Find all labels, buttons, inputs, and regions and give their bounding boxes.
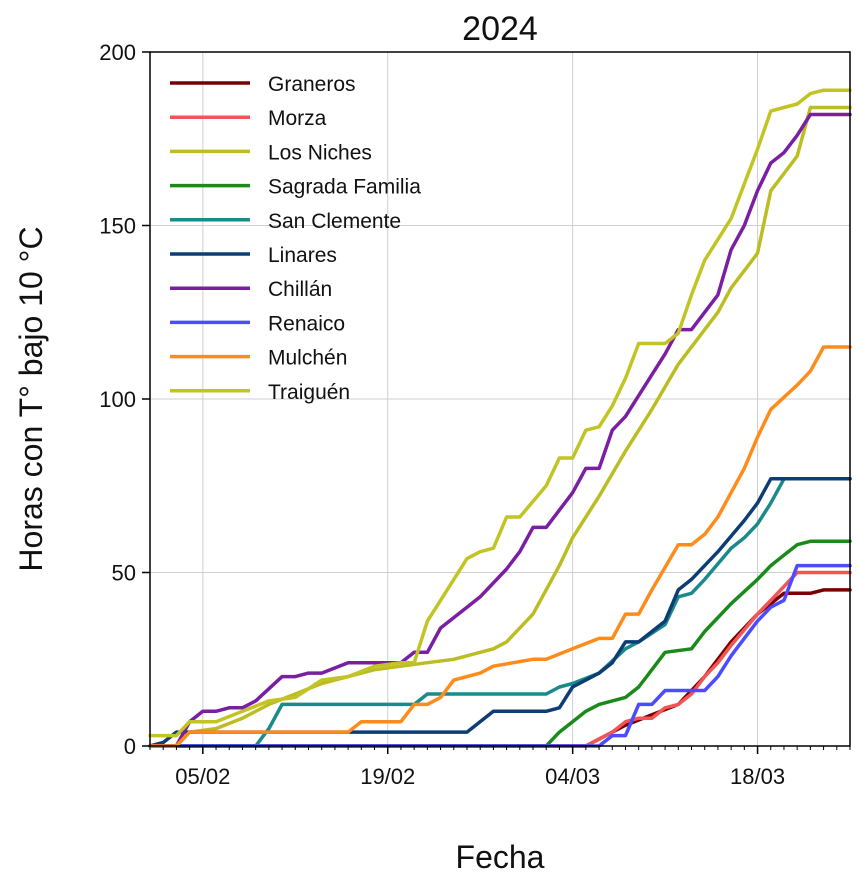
x-axis-ticks: 05/02 19/02 04/03 18/03	[149, 746, 851, 789]
legend: Graneros Morza Los Niches Sagrada Familia Sa…	[170, 73, 421, 404]
chart-title: 2024	[462, 10, 538, 48]
legend-label: Traiguén	[268, 381, 350, 404]
y-tick-label: 150	[99, 214, 136, 239]
legend-label: Graneros	[268, 73, 356, 96]
legend-label: Mulchén	[268, 347, 347, 370]
x-tick-label: 19/02	[360, 764, 415, 789]
series-line	[148, 570, 852, 748]
legend-label: Chillán	[268, 278, 332, 301]
series-line	[148, 112, 852, 748]
legend-label: Renaico	[268, 312, 345, 335]
grid-lines	[150, 51, 850, 747]
x-tick-label: 04/03	[545, 764, 600, 789]
series-line	[148, 345, 852, 748]
series-lines	[148, 88, 852, 748]
y-tick-label: 50	[112, 561, 136, 586]
series-line	[148, 563, 852, 748]
legend-label: San Clemente	[268, 210, 401, 233]
series-line	[148, 88, 852, 738]
series-line	[148, 477, 852, 748]
y-tick-label: 0	[124, 734, 136, 759]
y-tick-label: 100	[99, 387, 136, 412]
y-tick-label: 200	[99, 40, 136, 65]
legend-label: Linares	[268, 244, 337, 267]
x-tick-label: 05/02	[175, 764, 230, 789]
series-line	[148, 477, 852, 748]
legend-label: Los Niches	[268, 141, 372, 164]
y-axis-title: Horas con T° bajo 10 °C	[13, 226, 49, 571]
series-line	[148, 588, 852, 748]
series-line	[148, 539, 852, 748]
x-tick-label: 18/03	[730, 764, 785, 789]
series-line	[148, 105, 852, 748]
x-axis-title: Fecha	[456, 839, 545, 875]
y-axis-ticks: 0 50 100 150 200	[99, 40, 150, 759]
legend-label: Sagrada Familia	[268, 176, 421, 199]
legend-label: Morza	[268, 107, 327, 130]
